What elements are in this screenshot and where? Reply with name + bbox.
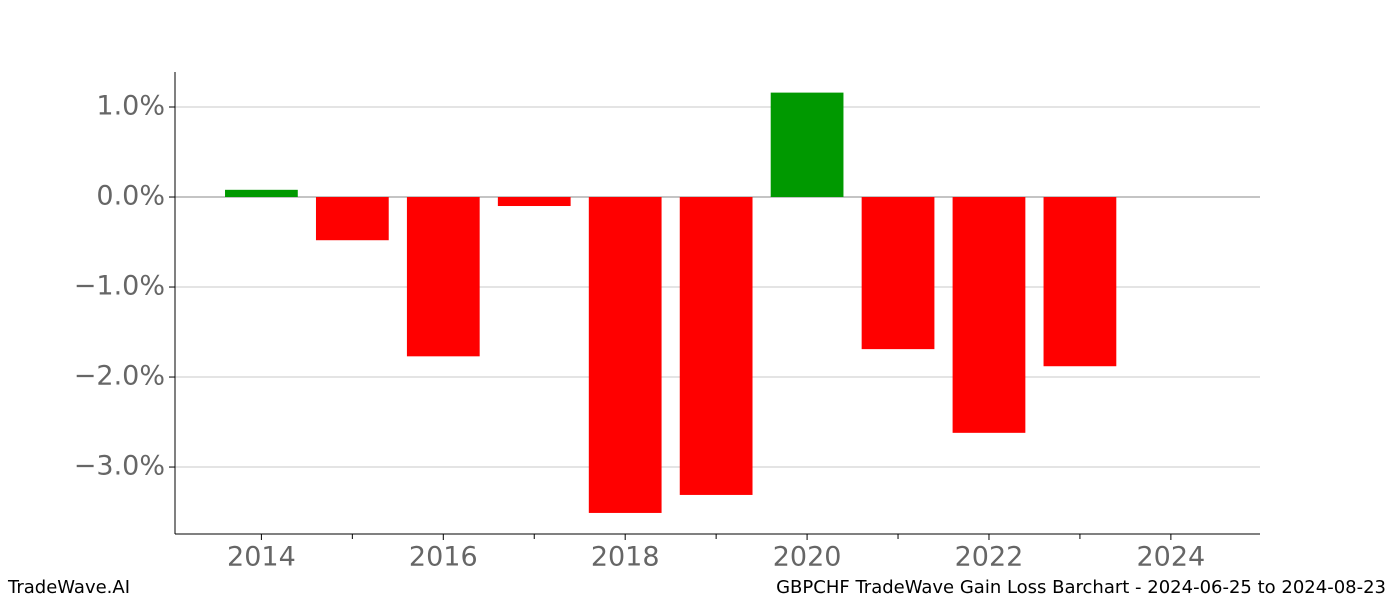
bar <box>497 197 571 207</box>
bar <box>679 197 753 495</box>
y-tick-label: 1.0% <box>96 91 165 122</box>
bar <box>952 197 1026 433</box>
y-tick-label: 0.0% <box>96 181 165 212</box>
bar <box>588 197 662 513</box>
x-tick-label: 2024 <box>1137 542 1206 573</box>
x-tick-label: 2018 <box>591 542 660 573</box>
x-tick-label: 2014 <box>227 542 296 573</box>
footer-right: GBPCHF TradeWave Gain Loss Barchart - 20… <box>776 577 1386 598</box>
bar <box>770 92 844 198</box>
y-tick-label: −3.0% <box>74 451 165 482</box>
bar <box>225 189 298 198</box>
y-tick-label: −1.0% <box>74 271 165 302</box>
bar <box>406 197 480 357</box>
x-tick-label: 2022 <box>955 542 1024 573</box>
bar <box>861 197 935 350</box>
x-tick-label: 2016 <box>409 542 478 573</box>
bar <box>1043 197 1117 367</box>
y-tick-label: −2.0% <box>74 361 165 392</box>
bar <box>315 197 389 241</box>
x-tick-label: 2020 <box>773 542 842 573</box>
footer-left: TradeWave.AI <box>7 577 130 598</box>
